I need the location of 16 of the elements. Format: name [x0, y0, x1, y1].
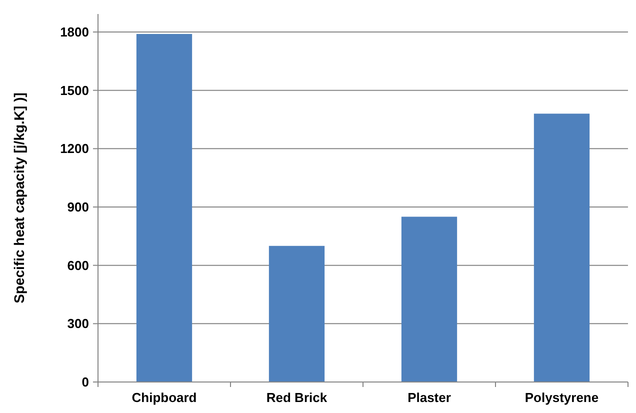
bar [136, 34, 192, 382]
x-tick-label: Polystyrene [524, 390, 599, 405]
y-tick-label: 900 [67, 200, 89, 215]
x-tick-label: Plaster [408, 390, 451, 405]
y-axis-title: Specific heat capacity [j/kg.K] )] [11, 92, 27, 304]
y-tick-label: 600 [67, 258, 89, 273]
y-tick-label: 1200 [60, 141, 89, 156]
y-tick-label: 1500 [60, 82, 89, 98]
bar [401, 216, 458, 382]
y-tick-label: 300 [67, 316, 89, 332]
bar [534, 114, 590, 382]
x-tick-label: Chipboard [132, 390, 197, 405]
bar [268, 246, 325, 382]
x-tick-label: Red Brick [266, 390, 328, 405]
y-tick-label: 0 [82, 374, 89, 390]
y-tick-label: 1800 [60, 24, 89, 40]
